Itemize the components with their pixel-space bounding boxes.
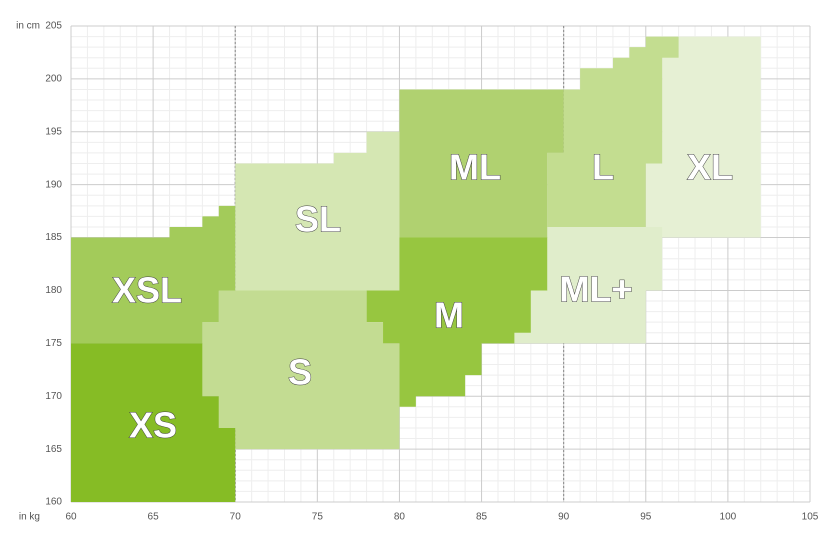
size-region — [235, 131, 400, 291]
size-region — [547, 36, 679, 227]
x-tick-label: 70 — [230, 512, 242, 523]
region-label: SL — [295, 199, 341, 240]
y-tick-label: 170 — [45, 391, 62, 402]
region-label: ML — [449, 147, 501, 188]
x-tick-label: 100 — [720, 512, 737, 523]
x-tick-label: 80 — [394, 512, 406, 523]
y-axis-label: in cm — [16, 21, 40, 32]
y-tick-label: 200 — [45, 74, 62, 85]
region-label: L — [592, 147, 614, 188]
x-tick-label: 105 — [802, 512, 819, 523]
region-label: XS — [129, 405, 177, 446]
region-label: XSL — [112, 270, 182, 311]
size-region — [399, 89, 564, 238]
size-region — [366, 237, 548, 407]
y-tick-label: 160 — [45, 497, 62, 508]
x-tick-label: 90 — [558, 512, 570, 523]
x-tick-label: 60 — [65, 512, 77, 523]
y-tick-label: 205 — [45, 21, 62, 32]
region-label: S — [288, 352, 312, 393]
x-tick-label: 65 — [148, 512, 160, 523]
x-tick-label: 95 — [640, 512, 652, 523]
region-label: ML+ — [559, 269, 632, 310]
y-tick-label: 180 — [45, 285, 62, 296]
x-axis-label: in kg — [19, 512, 40, 523]
size-region — [71, 205, 236, 344]
size-region — [202, 290, 400, 450]
x-tick-label: 75 — [312, 512, 324, 523]
y-tick-label: 195 — [45, 126, 62, 137]
y-tick-label: 185 — [45, 232, 62, 243]
size-region — [645, 36, 761, 238]
y-tick-label: 165 — [45, 444, 62, 455]
region-label: M — [434, 295, 464, 336]
y-tick-label: 175 — [45, 338, 62, 349]
x-tick-label: 85 — [476, 512, 488, 523]
region-label: XL — [687, 147, 733, 188]
y-tick-label: 190 — [45, 179, 62, 190]
size-region — [514, 226, 663, 344]
size-region — [71, 343, 236, 502]
